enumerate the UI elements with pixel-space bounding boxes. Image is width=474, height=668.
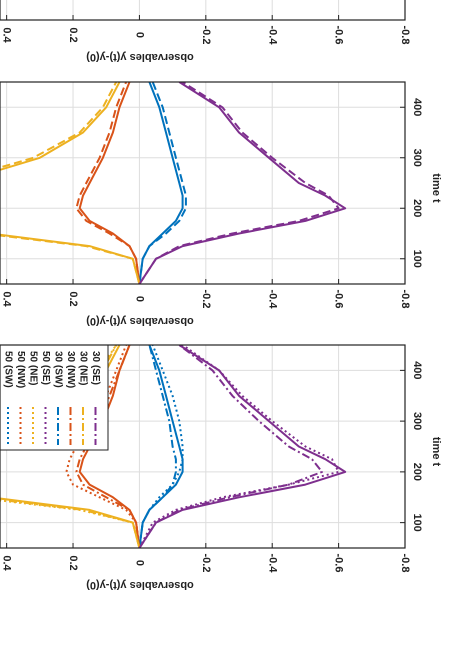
time-axis-label: time t — [430, 173, 442, 203]
legend-label: 50 (SE) — [40, 351, 51, 385]
series-line — [75, 345, 141, 548]
value-axis-label: observables y(t)-y(0) — [86, 315, 194, 327]
value-tick-label: 0.2 — [67, 555, 79, 570]
value-tick-label: 0 — [134, 32, 146, 38]
legend-label: 50 (NE) — [27, 351, 38, 385]
legend-label: 30 (NW) — [65, 351, 76, 388]
time-tick-label: 400 — [411, 98, 423, 116]
legend-label: 50 (NW) — [15, 351, 26, 388]
legend-label: 30 (NE) — [77, 351, 88, 385]
series-line — [138, 82, 347, 284]
value-tick-label: 0.4 — [1, 555, 13, 571]
value-tick-label: -0.6 — [333, 554, 345, 573]
value-tick-label: -0.2 — [200, 554, 212, 573]
legend-label: 30 (SE) — [90, 351, 101, 385]
legend-label: 50 (SW) — [2, 351, 13, 388]
panel: 0.4 0.2 0 -0.2 -0.4 -0.6 -0.8 observables y(t)-… — [0, 344, 442, 591]
frame — [0, 81, 406, 285]
series-line — [138, 345, 347, 548]
legend-box — [0, 344, 109, 451]
time-tick-label: 200 — [411, 199, 423, 217]
series-line — [75, 82, 141, 284]
value-axis-label: observables y(t)-y(0) — [86, 51, 194, 63]
time-tick-label: 200 — [411, 463, 423, 481]
series-line — [138, 345, 340, 548]
series-line — [138, 82, 340, 284]
value-tick-label: -0.4 — [266, 554, 278, 574]
time-tick-label: 100 — [411, 250, 423, 268]
legend-label: 30 (SW) — [52, 351, 63, 388]
panel: 0.4 0.2 0 -0.2 -0.4 -0.6 -0.8 observables y(t)-… — [0, 0, 411, 63]
value-tick-label: -0.8 — [399, 26, 411, 45]
series-line — [138, 345, 184, 548]
value-tick-label: 0.2 — [67, 291, 79, 306]
value-tick-label: -0.8 — [399, 290, 411, 309]
time-tick-label: 300 — [411, 412, 423, 430]
series-line — [138, 345, 177, 548]
value-tick-label: -0.8 — [399, 554, 411, 573]
value-tick-label: -0.2 — [200, 26, 212, 45]
value-tick-label: 0 — [134, 560, 146, 566]
plot-area — [0, 82, 405, 284]
frame — [0, 0, 406, 21]
value-tick-label: 0 — [134, 296, 146, 302]
panel: 0.4 0.2 0 -0.2 -0.4 -0.6 -0.8 observables y(t)-… — [0, 81, 442, 327]
value-tick-label: -0.6 — [333, 26, 345, 45]
series-line — [0, 82, 141, 284]
value-tick-label: 0.4 — [1, 27, 13, 43]
time-tick-label: 300 — [411, 149, 423, 167]
series-line — [138, 345, 323, 548]
legend: 50 (SW) 50 (NW) 50 (NE) 50 (SE) 30 (SW) 30 (N… — [0, 344, 109, 451]
value-tick-label: 0.2 — [67, 27, 79, 42]
value-tick-label: -0.4 — [266, 290, 278, 310]
value-tick-label: -0.4 — [266, 26, 278, 46]
series-line — [138, 82, 187, 284]
frame — [0, 344, 406, 549]
time-tick-label: 100 — [411, 513, 423, 531]
time-tick-label: 400 — [411, 361, 423, 379]
value-tick-label: -0.6 — [333, 290, 345, 309]
value-axis-label: observables y(t)-y(0) — [86, 579, 194, 591]
plot-area — [0, 0, 405, 20]
value-tick-label: 0.4 — [1, 291, 13, 307]
time-axis-label: time t — [430, 437, 442, 467]
series-group — [0, 82, 347, 284]
value-tick-label: -0.2 — [200, 290, 212, 309]
